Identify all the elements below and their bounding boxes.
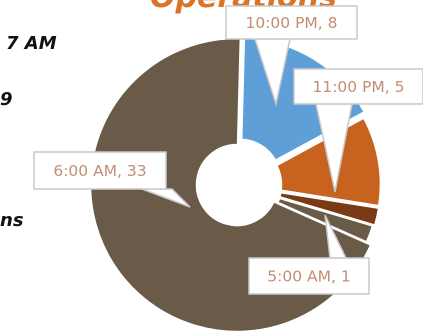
chart-callouts: 10:00 PM, 8 11:00 PM, 5 5:00 AM, 1 6:00 AM,…	[33, 5, 423, 295]
data-label-10-00-pm: 10:00 PM, 8	[225, 5, 358, 107]
data-label-text: 6:00 AM, 33	[53, 162, 146, 180]
data-label-5-00-am: 5:00 AM, 1	[248, 214, 370, 295]
data-label-11-00-pm: 11:00 PM, 5	[293, 68, 423, 193]
data-label-6-00-am: 6:00 AM, 33	[33, 151, 191, 208]
side-text-2: 9	[0, 89, 13, 110]
side-text-3: ns	[0, 210, 24, 231]
data-label-text: 11:00 PM, 5	[312, 78, 404, 96]
side-text-1: 7 AM	[6, 33, 57, 54]
data-label-text: 10:00 PM, 8	[245, 14, 337, 32]
data-label-text: 5:00 AM, 1	[267, 268, 350, 286]
